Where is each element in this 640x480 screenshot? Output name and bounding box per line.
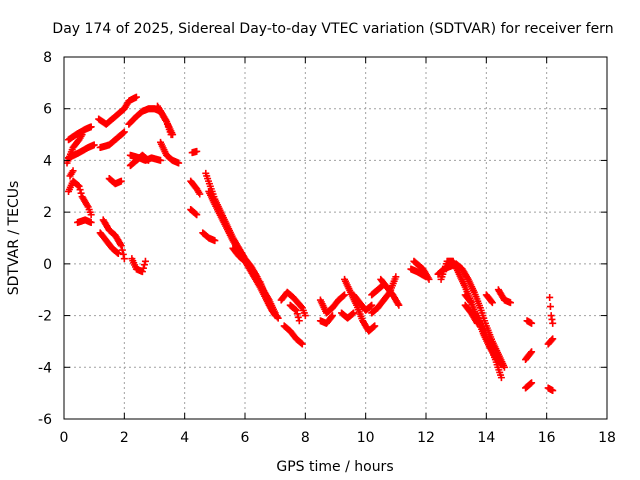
- data-point: [87, 123, 95, 131]
- data-point: [371, 322, 379, 330]
- data-point: [546, 293, 554, 301]
- data-point: [273, 313, 281, 321]
- data-point: [117, 177, 125, 185]
- data-point: [328, 313, 336, 321]
- y-tick-label: -4: [38, 360, 52, 376]
- chart-title: Day 174 of 2025, Sidereal Day-to-day VTE…: [52, 21, 613, 37]
- data-point: [157, 156, 165, 164]
- data-point: [196, 190, 204, 198]
- data-point: [193, 147, 201, 155]
- data-point: [292, 306, 300, 314]
- data-point: [83, 201, 91, 209]
- data-point: [75, 182, 83, 190]
- data-point: [298, 340, 306, 348]
- x-tick-label: 8: [301, 430, 310, 446]
- data-point: [140, 261, 148, 269]
- y-tick-label: -6: [38, 412, 52, 428]
- x-tick-label: 2: [120, 430, 129, 446]
- x-tick-label: 18: [598, 430, 616, 446]
- data-point: [294, 313, 302, 321]
- data-point: [119, 250, 127, 258]
- data-point: [549, 387, 557, 395]
- data-point: [293, 310, 301, 318]
- y-axis-label: SDTVAR / TECUs: [6, 181, 22, 296]
- data-point: [341, 291, 349, 299]
- data-point: [301, 312, 309, 320]
- data-point: [116, 240, 124, 248]
- data-point: [467, 299, 475, 307]
- data-point: [528, 348, 536, 356]
- data-point: [87, 211, 95, 219]
- data-point: [132, 93, 140, 101]
- data-point: [425, 275, 433, 283]
- x-tick-label: 14: [477, 430, 495, 446]
- axis-ticks: 0 2 4 6 8 10 12 14 16 18 -6 -4 -2 0 2 4 6 8: [38, 50, 616, 446]
- data-point: [90, 141, 98, 149]
- data-point: [380, 281, 388, 289]
- data-point: [87, 218, 95, 226]
- data-point: [528, 379, 536, 387]
- data-point: [527, 349, 535, 357]
- data-point: [69, 167, 77, 175]
- x-axis-label: GPS time / hours: [276, 459, 393, 475]
- x-tick-label: 4: [180, 430, 189, 446]
- data-point: [139, 264, 147, 272]
- data-point: [77, 189, 85, 197]
- data-point: [488, 299, 496, 307]
- data-point: [488, 298, 496, 306]
- grid: [64, 57, 607, 419]
- data-point: [497, 360, 505, 368]
- y-tick-label: 0: [43, 257, 52, 273]
- plot-frame: [63, 56, 608, 420]
- data-point: [114, 250, 122, 258]
- data-point: [193, 211, 201, 219]
- data-point: [295, 317, 303, 325]
- x-tick-label: 16: [538, 430, 556, 446]
- data-point: [297, 303, 305, 311]
- data-point: [120, 255, 128, 263]
- data-point: [472, 318, 480, 326]
- data-point: [368, 301, 376, 309]
- data-point: [506, 299, 514, 307]
- data-point: [424, 274, 432, 282]
- x-tick-label: 10: [357, 430, 375, 446]
- y-tick-label: -2: [38, 309, 52, 325]
- data-point: [211, 237, 219, 245]
- x-tick-label: 6: [241, 430, 250, 446]
- data-point: [546, 303, 554, 311]
- data-point: [548, 336, 556, 344]
- data-point: [549, 319, 557, 327]
- y-tick-label: 4: [43, 153, 52, 169]
- x-tick-label: 0: [60, 430, 69, 446]
- data-point: [241, 257, 249, 265]
- y-tick-label: 2: [43, 205, 52, 221]
- data-point: [117, 242, 125, 250]
- data-point: [138, 268, 146, 276]
- data-point: [497, 374, 505, 382]
- data-point: [549, 335, 557, 343]
- data-point: [118, 246, 126, 254]
- x-tick-label: 12: [417, 430, 435, 446]
- data-point: [78, 131, 86, 139]
- data-point: [392, 273, 400, 281]
- data-point: [473, 319, 481, 327]
- data-point: [175, 159, 183, 167]
- data-point: [395, 301, 403, 309]
- data-point: [141, 257, 149, 265]
- y-tick-label: 8: [43, 50, 52, 66]
- data-point: [274, 314, 282, 322]
- data-point: [169, 131, 177, 139]
- y-tick-label: 6: [43, 102, 52, 118]
- data-point: [466, 298, 474, 306]
- data-point: [120, 128, 128, 136]
- data-point: [144, 156, 152, 164]
- data-point: [328, 312, 336, 320]
- data-point: [350, 309, 358, 317]
- data-point: [394, 300, 402, 308]
- data-points: [63, 93, 557, 395]
- data-point: [528, 319, 536, 327]
- data-point: [76, 186, 84, 194]
